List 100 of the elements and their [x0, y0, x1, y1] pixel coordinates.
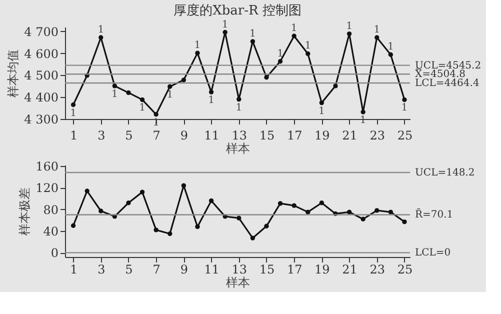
point [140, 190, 145, 194]
x-tick-label: 3 [98, 262, 106, 276]
point [222, 30, 228, 35]
point [126, 200, 131, 206]
point [292, 34, 296, 38]
point [98, 208, 104, 214]
x-tick-label: 7 [152, 128, 160, 142]
annotation: 1 [70, 108, 76, 119]
x-axis-title: 样本 [226, 142, 250, 156]
point [278, 59, 283, 64]
point [292, 203, 296, 208]
point [195, 50, 200, 56]
point [264, 75, 269, 80]
point [140, 97, 145, 102]
point [208, 198, 214, 204]
point [306, 210, 310, 214]
y-tick-label: 120 [36, 181, 58, 196]
annotation: 1 [194, 40, 201, 52]
annotation: 1 [98, 24, 104, 36]
point [346, 31, 352, 36]
y-tick-label: 40 [43, 224, 58, 239]
point [126, 90, 131, 96]
annotation: 1 [222, 19, 228, 30]
point [374, 35, 380, 40]
point [250, 39, 256, 44]
x-tick-label: 25 [397, 128, 413, 142]
ref-line-label: UCL=148.2 [415, 167, 475, 178]
point [236, 216, 242, 220]
y-tick-label: 4 400 [24, 90, 58, 105]
point [278, 201, 283, 206]
annotation: 1 [401, 102, 408, 114]
point [154, 112, 158, 117]
x-tick-label: 21 [342, 262, 358, 276]
annotation: 1 [387, 42, 394, 53]
x-tick-label: 13 [232, 128, 248, 142]
chart-title: 厚度的Xbar-R 控制图 [174, 2, 302, 18]
point [236, 96, 242, 102]
annotation: 1 [208, 95, 214, 106]
ref-line-label: LCL=0 [415, 248, 451, 259]
annotation: 1 [346, 20, 352, 32]
y-tick-label: 80 [43, 202, 58, 217]
point [360, 216, 366, 222]
point [264, 224, 269, 228]
point [402, 219, 407, 224]
y-axis-title: 样本均值 [6, 50, 20, 98]
x-tick-label: 23 [370, 128, 386, 142]
annotation: 1 [249, 28, 256, 40]
x-tick-label: 1 [70, 128, 78, 142]
annotation: 1 [304, 40, 312, 52]
ref-line-label: R̄=70.1 [415, 208, 454, 221]
point [208, 90, 214, 94]
x-tick-label: 9 [180, 128, 188, 142]
x-tick-label: 5 [125, 128, 133, 142]
annotation: 1 [236, 102, 242, 114]
x-tick-label: 11 [204, 262, 220, 276]
point [154, 228, 158, 232]
annotation: 1 [290, 22, 298, 34]
point [195, 224, 200, 230]
x-tick-label: 17 [286, 128, 302, 142]
x-tick-label: 23 [370, 262, 386, 276]
y-tick-label: 4 300 [24, 112, 58, 126]
point [319, 100, 324, 106]
x-tick-label: 21 [342, 128, 358, 142]
point [84, 188, 90, 194]
point [402, 97, 407, 102]
annotation: 1 [318, 106, 325, 117]
point [181, 183, 186, 188]
point [374, 208, 380, 213]
point [388, 210, 394, 214]
y-tick-label: 4 600 [24, 46, 58, 61]
y-tick-label: 4 500 [24, 68, 58, 83]
annotation: 1 [277, 48, 284, 60]
point [168, 231, 172, 236]
x-tick-label: 5 [125, 262, 133, 276]
y-tick-label: 160 [36, 160, 58, 174]
x-tick-label: 15 [259, 262, 275, 276]
point [306, 51, 310, 56]
point [181, 78, 186, 82]
annotation: 1 [374, 24, 380, 36]
x-tick-label: 19 [314, 128, 330, 142]
x-tick-label: 3 [98, 128, 106, 142]
x-tick-label: 11 [204, 128, 220, 142]
point [168, 84, 172, 89]
annotation: 1 [152, 117, 160, 128]
point [333, 84, 338, 88]
point [360, 110, 366, 114]
x-tick-label: 9 [180, 262, 188, 276]
x-tick-label: 25 [397, 262, 413, 276]
annotation: 1 [111, 88, 118, 100]
point [346, 210, 352, 214]
x-tick-label: 19 [314, 262, 330, 276]
annotation: 1 [139, 102, 146, 114]
x-tick-label: 15 [259, 128, 275, 142]
y-tick-label: 4 700 [24, 24, 58, 39]
annotation: 1 [166, 90, 174, 101]
y-tick-label: 0 [50, 246, 58, 260]
point [388, 52, 394, 57]
x-tick-label: 13 [232, 262, 248, 276]
x-tick-label: 7 [152, 262, 160, 276]
ref-line-label: LCL=4464.4 [415, 78, 480, 89]
